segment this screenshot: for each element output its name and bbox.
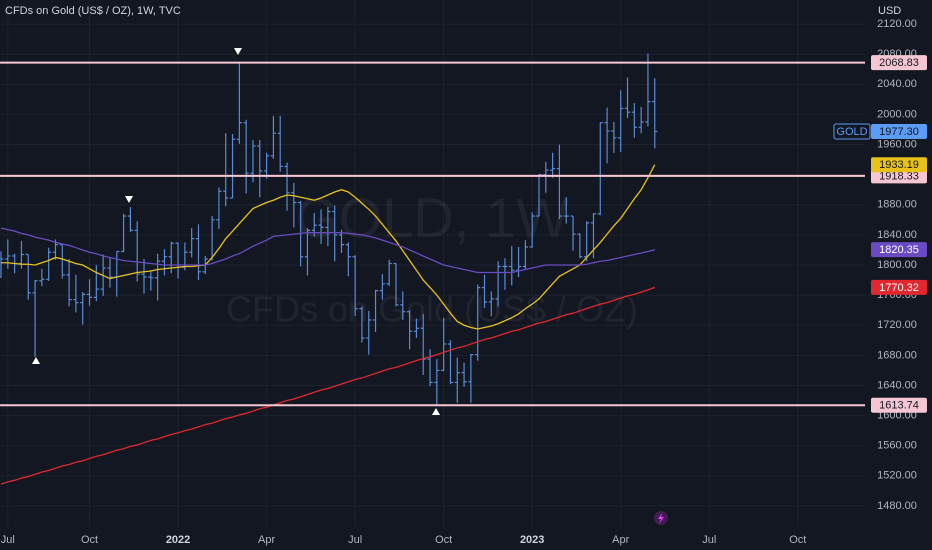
x-tick-label: Apr bbox=[258, 534, 275, 546]
moving-averages bbox=[0, 164, 656, 485]
y-tick-label: 1520.00 bbox=[877, 470, 917, 482]
symbol-tag-label: GOLD bbox=[836, 126, 867, 138]
price-tag-box bbox=[871, 242, 927, 258]
moving-average-line bbox=[1, 164, 656, 330]
price-tag-label: 1613.74 bbox=[879, 400, 919, 412]
x-tick-label: Apr bbox=[612, 534, 629, 546]
event-icon-bolt bbox=[658, 513, 664, 524]
x-tick-label: Oct bbox=[789, 534, 806, 546]
x-tick-label: Jul bbox=[1, 534, 15, 546]
y-tick-label: 1560.00 bbox=[877, 440, 917, 452]
bars bbox=[0, 53, 658, 405]
y-tick-label: 1800.00 bbox=[877, 259, 917, 271]
horizontal-lines bbox=[0, 61, 865, 407]
price-tags: 2068.83 1918.33 1613.74 1933.19 1820.35 1770.… bbox=[833, 55, 927, 413]
last-price-box bbox=[871, 124, 927, 140]
chart-title: CFDs on Gold (US$ / OZ), 1W, TVC bbox=[5, 5, 181, 17]
low-marker bbox=[432, 408, 440, 415]
y-tick-label: 1480.00 bbox=[877, 500, 917, 512]
watermark-symbol: GOLD, 1W bbox=[295, 186, 569, 249]
high-marker bbox=[125, 196, 133, 203]
moving-average-line bbox=[0, 227, 655, 274]
y-tick-label: 1720.00 bbox=[877, 319, 917, 331]
y-tick-label: 1640.00 bbox=[877, 379, 917, 391]
x-tick-label: 2023 bbox=[520, 534, 544, 546]
y-tick-label: 1880.00 bbox=[877, 199, 917, 211]
x-tick-label: Oct bbox=[435, 534, 452, 546]
y-tick-label: 2040.00 bbox=[877, 78, 917, 90]
x-tick-label: Jul bbox=[702, 534, 716, 546]
price-tag-label: 1770.32 bbox=[879, 282, 919, 294]
y-tick-label: 1960.00 bbox=[877, 138, 917, 150]
last-price-label: 1977.30 bbox=[879, 126, 919, 138]
price-tag-box bbox=[871, 279, 927, 295]
y-tick-label: 1840.00 bbox=[877, 229, 917, 241]
time-axis: Jul Oct 2022 Apr Jul Oct 2023 Apr Jul Oct bbox=[1, 534, 807, 546]
x-tick-label: 2022 bbox=[166, 534, 190, 546]
x-tick-label: Jul bbox=[348, 534, 362, 546]
y-tick-label: 2120.00 bbox=[877, 18, 917, 30]
price-tag-label: 1933.19 bbox=[879, 159, 919, 171]
currency-label: USD bbox=[878, 5, 901, 17]
price-tag-label: 2068.83 bbox=[879, 57, 919, 69]
y-tick-label: 1680.00 bbox=[877, 349, 917, 361]
price-tag-label: 1918.33 bbox=[879, 170, 919, 182]
watermark-description: CFDs on Gold (US$ / OZ) bbox=[226, 289, 638, 330]
price-tag-label: 1820.35 bbox=[879, 244, 919, 256]
x-tick-label: Oct bbox=[81, 534, 98, 546]
high-marker bbox=[234, 48, 242, 55]
symbol-tag-box bbox=[833, 123, 871, 140]
moving-average-line bbox=[0, 286, 655, 485]
price-tag-box bbox=[871, 157, 927, 173]
low-marker bbox=[32, 357, 40, 364]
price-tag-box bbox=[871, 397, 927, 413]
price-tag-box bbox=[871, 55, 927, 71]
y-tick-label: 2000.00 bbox=[877, 108, 917, 120]
